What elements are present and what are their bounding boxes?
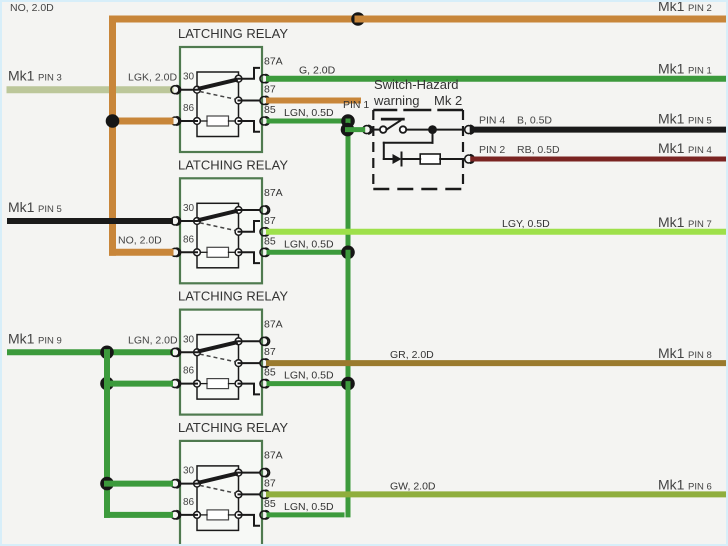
svg-text:NO, 2.0D: NO, 2.0D: [10, 2, 54, 14]
svg-text:PIN 5: PIN 5: [688, 116, 712, 127]
svg-text:85: 85: [264, 367, 276, 379]
svg-text:87A: 87A: [264, 318, 283, 330]
svg-text:Mk1: Mk1: [658, 111, 685, 127]
svg-text:GW, 2.0D: GW, 2.0D: [390, 480, 436, 492]
svg-text:PIN 7: PIN 7: [688, 219, 712, 230]
svg-text:85: 85: [264, 235, 276, 247]
svg-text:G, 2.0D: G, 2.0D: [299, 65, 336, 77]
svg-text:86: 86: [183, 234, 195, 245]
svg-text:LGY, 0.5D: LGY, 0.5D: [502, 218, 550, 230]
svg-text:85: 85: [264, 104, 276, 116]
svg-text:Mk1: Mk1: [8, 199, 35, 215]
svg-text:30: 30: [183, 72, 195, 83]
svg-text:86: 86: [183, 103, 195, 114]
svg-text:Mk1: Mk1: [658, 345, 685, 361]
svg-text:30: 30: [183, 203, 195, 214]
svg-text:Mk1: Mk1: [658, 2, 685, 14]
svg-text:warning: warning: [373, 93, 420, 108]
svg-text:RB, 0.5D: RB, 0.5D: [517, 144, 560, 156]
svg-text:Mk1: Mk1: [658, 61, 685, 77]
svg-text:LGN, 2.0D: LGN, 2.0D: [128, 334, 178, 346]
svg-text:GR, 2.0D: GR, 2.0D: [390, 349, 434, 361]
svg-text:Switch-Hazard: Switch-Hazard: [374, 77, 459, 92]
svg-text:87A: 87A: [264, 56, 283, 68]
svg-text:LGN, 0.5D: LGN, 0.5D: [284, 501, 334, 513]
svg-text:LATCHING RELAY: LATCHING RELAY: [178, 26, 288, 41]
svg-text:PIN 2: PIN 2: [688, 3, 712, 14]
svg-text:Mk1: Mk1: [658, 140, 685, 156]
svg-text:Mk 2: Mk 2: [434, 93, 462, 108]
svg-text:30: 30: [183, 334, 195, 345]
svg-text:PIN 1: PIN 1: [343, 99, 369, 111]
svg-text:87A: 87A: [264, 450, 283, 462]
svg-text:Mk1: Mk1: [8, 68, 35, 84]
svg-text:PIN 4: PIN 4: [688, 145, 712, 156]
svg-text:85: 85: [264, 498, 276, 510]
svg-text:87: 87: [264, 84, 276, 96]
svg-text:PIN 3: PIN 3: [38, 73, 62, 84]
svg-text:LATCHING RELAY: LATCHING RELAY: [178, 157, 288, 172]
svg-text:LGN, 0.5D: LGN, 0.5D: [284, 238, 334, 250]
svg-text:87: 87: [264, 346, 276, 358]
svg-text:87: 87: [264, 215, 276, 227]
svg-text:86: 86: [183, 497, 195, 508]
svg-text:PIN 8: PIN 8: [688, 350, 712, 361]
svg-text:B, 0.5D: B, 0.5D: [517, 115, 552, 127]
svg-text:30: 30: [183, 466, 195, 477]
svg-text:Mk1: Mk1: [658, 476, 685, 492]
svg-text:LGN, 0.5D: LGN, 0.5D: [284, 370, 334, 382]
svg-text:PIN 2: PIN 2: [479, 144, 505, 156]
svg-text:PIN 1: PIN 1: [688, 66, 712, 77]
svg-text:PIN 6: PIN 6: [688, 481, 712, 492]
svg-text:LATCHING RELAY: LATCHING RELAY: [178, 289, 288, 304]
svg-text:NO, 2.0D: NO, 2.0D: [118, 234, 162, 246]
svg-text:LGK, 2.0D: LGK, 2.0D: [128, 72, 177, 84]
svg-text:Mk1: Mk1: [658, 214, 685, 230]
svg-text:86: 86: [183, 366, 195, 377]
svg-text:PIN 9: PIN 9: [38, 335, 62, 346]
svg-text:LGN, 0.5D: LGN, 0.5D: [284, 107, 334, 119]
svg-text:LATCHING RELAY: LATCHING RELAY: [178, 420, 288, 435]
svg-text:Mk1: Mk1: [8, 330, 35, 346]
svg-text:87: 87: [264, 477, 276, 489]
svg-text:87A: 87A: [264, 187, 283, 199]
svg-text:PIN 5: PIN 5: [38, 204, 62, 215]
svg-text:PIN 4: PIN 4: [479, 115, 505, 127]
